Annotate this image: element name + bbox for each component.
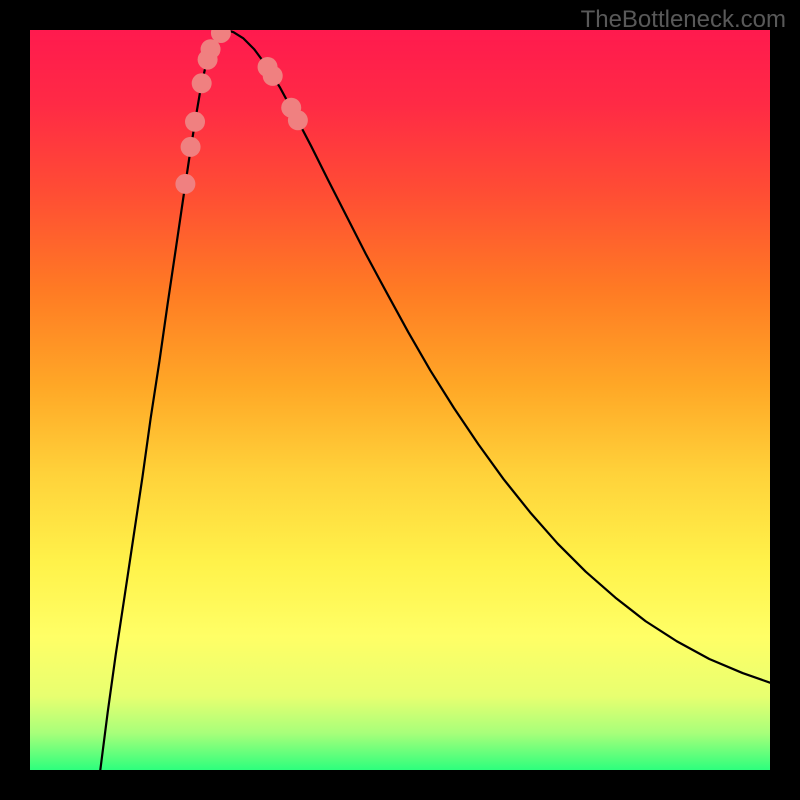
curve-right	[226, 30, 770, 683]
marker-group	[175, 30, 307, 194]
marker-dot	[288, 110, 308, 130]
chart-frame: TheBottleneck.com	[0, 0, 800, 800]
marker-dot	[263, 66, 283, 86]
curve-left	[100, 30, 226, 770]
curve-layer	[30, 30, 770, 770]
marker-dot	[181, 137, 201, 157]
plot-area	[30, 30, 770, 770]
marker-dot	[185, 112, 205, 132]
marker-dot	[175, 174, 195, 194]
watermark-text: TheBottleneck.com	[581, 6, 786, 34]
marker-dot	[192, 73, 212, 93]
